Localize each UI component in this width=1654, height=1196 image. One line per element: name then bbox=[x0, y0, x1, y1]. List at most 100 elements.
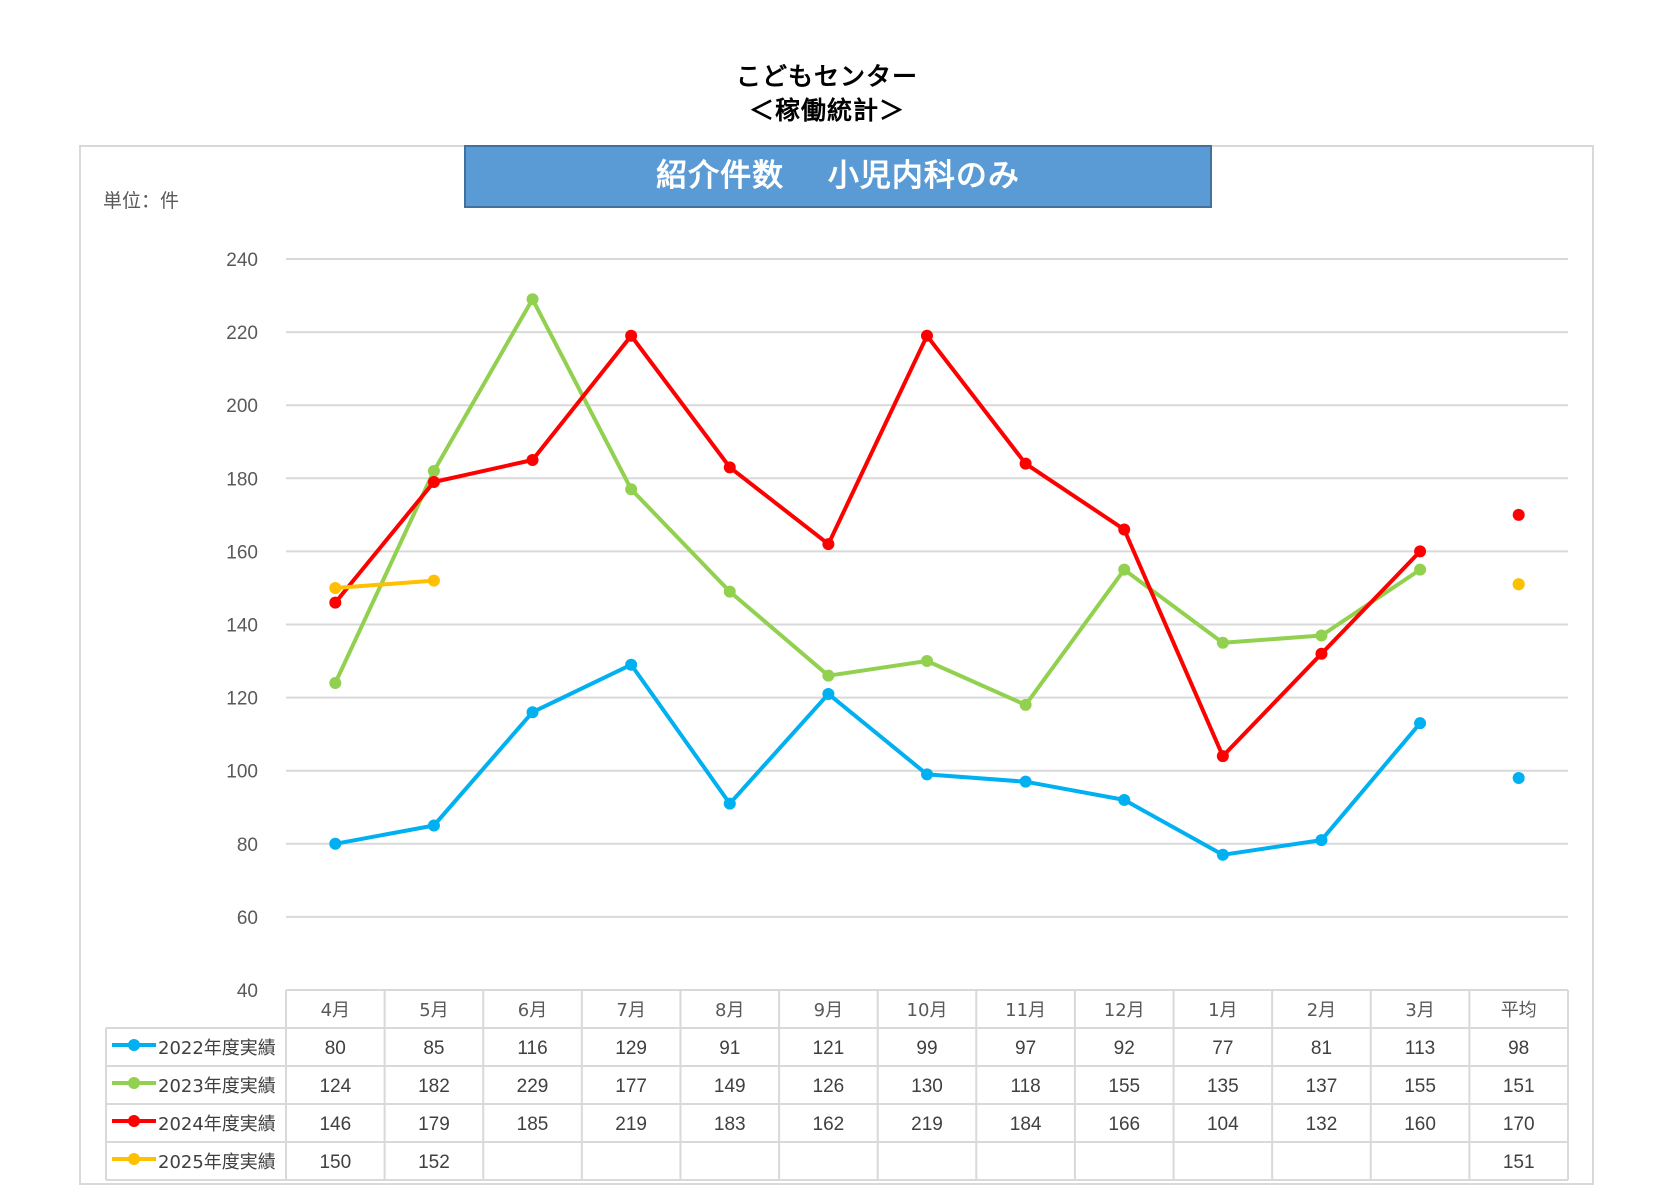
table-cell-average: 151 bbox=[1503, 1152, 1535, 1173]
average-point bbox=[1512, 508, 1525, 521]
y-axis-ticks: 40 60 80 100 120 140 160 180 200 220 240 bbox=[226, 250, 258, 1002]
page-title-line1: こどもセンター bbox=[735, 62, 918, 91]
legend-marker bbox=[128, 1077, 140, 1089]
data-point bbox=[1019, 457, 1032, 470]
table-cell: 121 bbox=[813, 1038, 845, 1059]
gridlines bbox=[286, 258, 1568, 918]
data-point bbox=[1414, 563, 1427, 576]
page-title-line2: ＜稼働統計＞ bbox=[748, 96, 905, 125]
table-cell: 166 bbox=[1108, 1114, 1140, 1135]
data-point bbox=[625, 658, 638, 671]
series-line-1 bbox=[333, 297, 1423, 707]
data-point bbox=[427, 475, 440, 488]
category-label: 7月 bbox=[616, 1000, 645, 1021]
series-line-0 bbox=[333, 662, 1423, 857]
series-line-2 bbox=[333, 333, 1423, 759]
table-cell: 135 bbox=[1207, 1076, 1239, 1097]
table-cell: 179 bbox=[418, 1114, 450, 1135]
table-cell: 92 bbox=[1114, 1038, 1135, 1059]
category-label: 4月 bbox=[321, 1000, 350, 1021]
table-cell: 77 bbox=[1212, 1038, 1233, 1059]
data-point bbox=[427, 464, 440, 477]
average-point bbox=[1512, 772, 1525, 785]
table-cell: 97 bbox=[1015, 1038, 1036, 1059]
table-cell: 149 bbox=[714, 1076, 746, 1097]
data-point bbox=[921, 655, 933, 668]
y-tick-label: 200 bbox=[226, 396, 258, 417]
data-point bbox=[1118, 793, 1131, 806]
table-cell: 182 bbox=[418, 1076, 450, 1097]
y-tick-label: 40 bbox=[237, 981, 258, 1002]
data-point bbox=[1118, 563, 1131, 576]
data-point bbox=[1216, 848, 1229, 861]
data-point bbox=[1315, 834, 1328, 847]
table-cell-average: 151 bbox=[1503, 1076, 1535, 1097]
data-point bbox=[921, 329, 933, 342]
y-tick-label: 180 bbox=[226, 469, 258, 490]
table-cell: 118 bbox=[1010, 1076, 1040, 1097]
y-tick-label: 240 bbox=[226, 250, 258, 271]
series-line-3 bbox=[333, 578, 436, 590]
data-point bbox=[1414, 717, 1427, 730]
table-cell: 116 bbox=[517, 1038, 547, 1059]
table-cell: 183 bbox=[714, 1114, 746, 1135]
data-point bbox=[822, 687, 835, 700]
data-point bbox=[723, 585, 736, 598]
table-cell: 152 bbox=[418, 1152, 450, 1173]
table-cell: 162 bbox=[813, 1114, 845, 1135]
y-tick-label: 120 bbox=[226, 689, 258, 710]
data-point bbox=[921, 768, 933, 781]
data-point bbox=[723, 797, 736, 810]
data-point bbox=[329, 676, 342, 689]
y-tick-label: 100 bbox=[226, 762, 258, 783]
chart-title: 紹介件数 小児内科のみ bbox=[464, 145, 1212, 208]
table-cell: 113 bbox=[1405, 1038, 1435, 1059]
data-point bbox=[329, 837, 342, 850]
data-point bbox=[427, 819, 440, 832]
table-cell: 219 bbox=[911, 1114, 943, 1135]
category-label: 11月 bbox=[1005, 1000, 1046, 1021]
table-cell: 155 bbox=[1404, 1076, 1436, 1097]
table-cell: 129 bbox=[615, 1038, 647, 1059]
category-label: 5月 bbox=[419, 1000, 448, 1021]
table-cell: 85 bbox=[423, 1038, 444, 1059]
legend-marker bbox=[128, 1115, 140, 1127]
table-cell: 132 bbox=[1306, 1114, 1338, 1135]
table-cell: 130 bbox=[911, 1076, 943, 1097]
table-cell: 81 bbox=[1311, 1038, 1332, 1059]
data-table: 4月 5月 6月 7月 8月 9月 10月 11月 12月 1月 2月 3月 平均 2022年度実績 80 8… bbox=[105, 989, 1569, 1181]
data-point bbox=[1118, 523, 1131, 536]
page-title: こどもセンター ＜稼働統計＞ bbox=[0, 60, 1654, 128]
data-point bbox=[1019, 698, 1032, 711]
data-point bbox=[1414, 545, 1427, 558]
y-tick-label: 160 bbox=[226, 542, 258, 563]
legend-label: 2022年度実績 bbox=[158, 1038, 276, 1059]
data-point bbox=[526, 454, 539, 467]
series-lines bbox=[333, 297, 1423, 857]
y-tick-label: 220 bbox=[226, 323, 258, 344]
data-point bbox=[526, 706, 539, 719]
data-point bbox=[1019, 775, 1032, 788]
data-point bbox=[329, 581, 342, 594]
table-cell: 146 bbox=[319, 1114, 351, 1135]
table-cell: 104 bbox=[1207, 1114, 1239, 1135]
table-cell: 155 bbox=[1108, 1076, 1140, 1097]
data-point bbox=[526, 293, 539, 306]
data-point bbox=[625, 329, 638, 342]
category-label: 8月 bbox=[715, 1000, 744, 1021]
legend-label: 2025年度実績 bbox=[158, 1152, 276, 1173]
table-cell: 124 bbox=[319, 1076, 351, 1097]
legend-marker bbox=[128, 1153, 140, 1165]
unit-label: 単位：件 bbox=[103, 190, 180, 212]
data-point bbox=[723, 461, 736, 474]
average-point bbox=[1512, 578, 1525, 591]
y-tick-label: 80 bbox=[237, 835, 258, 856]
data-points bbox=[329, 293, 1525, 861]
table-cell: 99 bbox=[916, 1038, 937, 1059]
category-label: 6月 bbox=[518, 1000, 547, 1021]
table-cell: 219 bbox=[615, 1114, 647, 1135]
data-point bbox=[625, 483, 638, 496]
table-cell: 80 bbox=[325, 1038, 346, 1059]
category-label: 10月 bbox=[907, 1000, 948, 1021]
